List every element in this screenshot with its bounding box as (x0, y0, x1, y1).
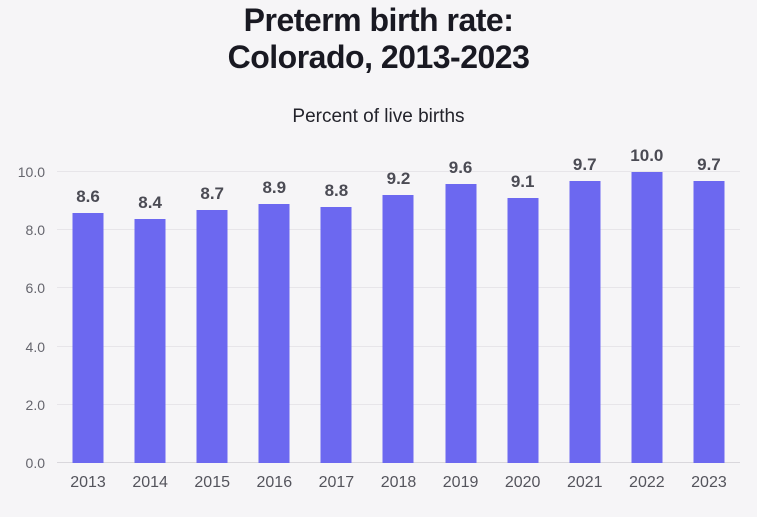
bar-group-2020: 9.1 2020 (492, 172, 554, 491)
value-label-2018: 9.2 (386, 169, 411, 189)
chart-subtitle: Percent of live births (292, 106, 465, 127)
bar-group-2019: 9.6 2019 (430, 158, 492, 491)
y-tick-label: 2.0 (25, 396, 45, 413)
x-tick-label-2014: 2014 (132, 474, 168, 491)
x-tick-label-2020: 2020 (504, 474, 541, 491)
bar-group-2017: 8.8 2017 (305, 172, 367, 491)
value-label-2017: 8.8 (324, 180, 349, 200)
bar-chart-plot-area: 0.0 2.0 4.0 6.0 8.0 10.0 8.6 2013 8.4 2014 8.7 2015… (18, 146, 740, 491)
y-tick-label: 8.0 (25, 222, 45, 239)
bar-2019 (445, 183, 477, 463)
bar-2022 (631, 172, 663, 463)
bar-group-2014: 8.4 2014 (119, 172, 181, 491)
x-tick-label-2015: 2015 (194, 474, 230, 491)
value-label-2020: 9.1 (510, 172, 535, 192)
value-label-2013: 8.6 (76, 186, 100, 206)
bar-2013 (72, 212, 104, 463)
bar-group-2022: 10.0 2022 (616, 146, 678, 491)
y-tick-label: 4.0 (25, 338, 45, 355)
bar-2018 (382, 195, 414, 463)
value-label-2022: 10.0 (630, 146, 664, 165)
value-label-2019: 9.6 (448, 157, 473, 177)
bar-2014 (134, 218, 166, 463)
y-tick-label: 6.0 (25, 280, 45, 297)
x-tick-label-2017: 2017 (318, 474, 355, 491)
chart-title: Preterm birth rate: Colorado, 2013-2023 (0, 2, 757, 76)
bar-group-2018: 9.2 2018 (367, 169, 429, 491)
x-tick-label-2016: 2016 (256, 474, 293, 491)
bar-2020 (507, 198, 539, 463)
x-tick-label-2019: 2019 (442, 474, 479, 491)
value-label-2023: 9.7 (697, 154, 721, 174)
chart-title-line1: Preterm birth rate: (243, 2, 514, 38)
bar-2017 (320, 206, 352, 463)
bar-2015 (196, 209, 228, 463)
value-label-2021: 9.7 (572, 154, 597, 174)
bar-2016 (258, 204, 290, 463)
y-tick-label: 0.0 (25, 455, 45, 471)
x-tick-label-2013: 2013 (70, 474, 106, 491)
value-label-2014: 8.4 (138, 192, 162, 212)
bar-group-2013: 8.6 2013 (57, 172, 119, 491)
value-label-2016: 8.9 (262, 178, 287, 198)
x-tick-label-2021: 2021 (566, 474, 603, 491)
bar-2021 (569, 180, 601, 463)
x-tick-label-2022: 2022 (629, 474, 665, 491)
y-tick-label: 10.0 (17, 164, 45, 180)
bar-group-2015: 8.7 2015 (181, 172, 243, 491)
bar-group-2016: 8.9 2016 (243, 172, 305, 491)
value-label-2015: 8.7 (200, 183, 225, 203)
bar-2023 (693, 180, 725, 463)
x-tick-label-2018: 2018 (380, 474, 417, 491)
bar-group-2023: 9.7 2023 (678, 155, 740, 491)
chart-title-line2: Colorado, 2013-2023 (227, 39, 530, 75)
x-tick-label-2023: 2023 (691, 474, 727, 491)
gridline (57, 171, 740, 172)
bar-group-2021: 9.7 2021 (554, 155, 616, 491)
